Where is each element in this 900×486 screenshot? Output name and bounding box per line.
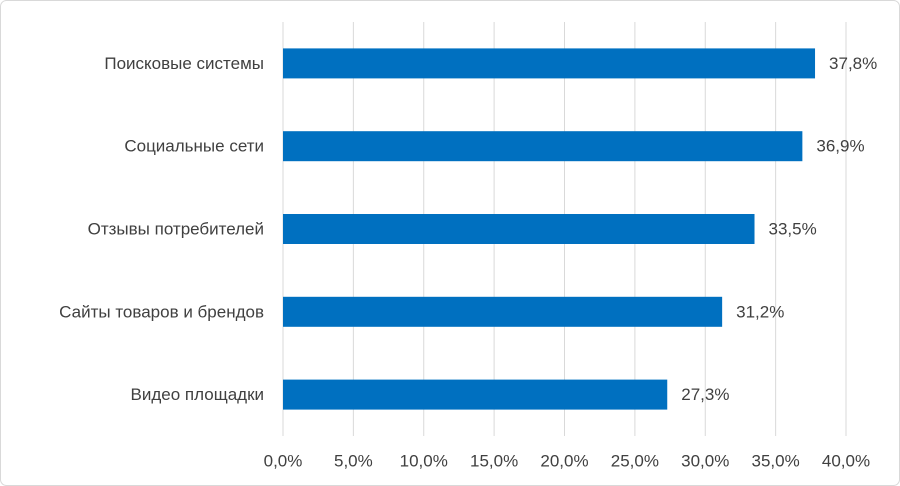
data-label: 33,5% (769, 219, 817, 238)
x-tick-label: 35,0% (752, 451, 800, 470)
data-label: 27,3% (681, 385, 729, 404)
x-tick-label: 10,0% (400, 451, 448, 470)
data-label: 31,2% (736, 302, 784, 321)
data-label: 37,8% (829, 54, 877, 73)
x-tick-label: 15,0% (470, 451, 518, 470)
bar (283, 131, 803, 162)
bar (283, 379, 668, 410)
bar (283, 296, 723, 327)
y-tick-label: Сайты товаров и брендов (59, 302, 264, 321)
y-tick-label: Видео площадки (131, 385, 264, 404)
bar (283, 48, 816, 79)
x-tick-label: 0,0% (264, 451, 303, 470)
y-tick-label: Поисковые системы (104, 54, 264, 73)
x-tick-label: 30,0% (681, 451, 729, 470)
data-label: 36,9% (816, 137, 864, 156)
x-tick-label: 40,0% (822, 451, 870, 470)
bar (283, 214, 755, 244)
x-tick-label: 5,0% (334, 451, 373, 470)
x-tick-label: 20,0% (540, 451, 588, 470)
y-tick-label: Социальные сети (124, 137, 264, 156)
y-tick-label: Отзывы потребителей (88, 219, 264, 238)
x-tick-label: 25,0% (611, 451, 659, 470)
